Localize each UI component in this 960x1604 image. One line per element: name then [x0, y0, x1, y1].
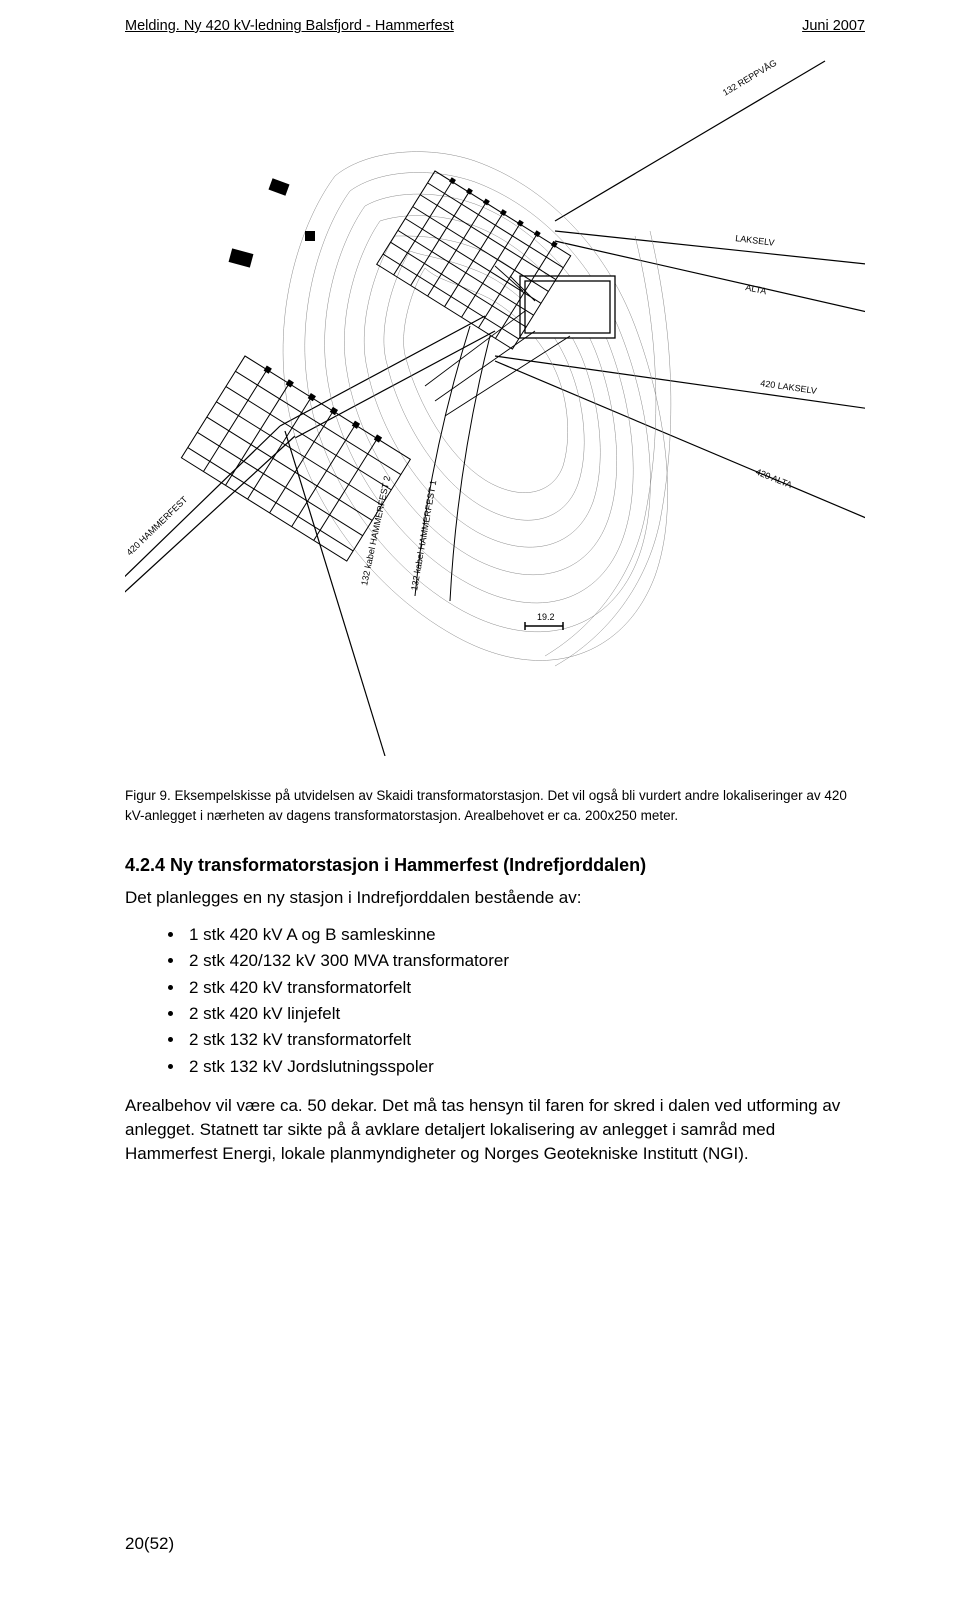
scale-label: 19.2	[537, 612, 555, 622]
list-item: 2 stk 420 kV linjefelt	[185, 1001, 865, 1027]
label-kabel-h1: 132 kabel HAMMERFEST 1	[409, 479, 438, 591]
figure-caption: Figur 9. Eksempelskisse på utvidelsen av…	[125, 786, 865, 825]
section-paragraph: Arealbehov vil være ca. 50 dekar. Det må…	[125, 1094, 865, 1165]
section-intro: Det planlegges en ny stasjon i Indrefjor…	[125, 886, 865, 910]
label-420-hammerfest: 420 HAMMERFEST	[125, 494, 190, 557]
list-item: 1 stk 420 kV A og B samleskinne	[185, 922, 865, 948]
bullet-list: 1 stk 420 kV A og B samleskinne 2 stk 42…	[185, 922, 865, 1080]
document-page: Melding. Ny 420 kV-ledning Balsfjord - H…	[0, 0, 960, 1604]
label-reppvag: 132 REPPVÅG	[721, 58, 778, 98]
label-420-alta: 420 ALTA	[754, 467, 793, 491]
caption-prefix: Figur 9.	[125, 788, 171, 803]
label-alta: ALTA	[745, 282, 768, 296]
header-left: Melding. Ny 420 kV-ledning Balsfjord - H…	[125, 18, 454, 34]
list-item: 2 stk 132 kV transformatorfelt	[185, 1027, 865, 1053]
label-kabel-h2: 132 kabel HAMMERFEST 2	[359, 475, 392, 587]
label-lakselv: LAKSELV	[735, 233, 775, 248]
list-item: 2 stk 132 kV Jordslutningsspoler	[185, 1054, 865, 1080]
section-heading: 4.2.4 Ny transformatorstasjon i Hammerfe…	[125, 855, 865, 876]
list-item: 2 stk 420 kV transformatorfelt	[185, 975, 865, 1001]
running-header: Melding. Ny 420 kV-ledning Balsfjord - H…	[125, 18, 865, 34]
page-number: 20(52)	[125, 1534, 174, 1554]
label-420-lakselv: 420 LAKSELV	[760, 378, 818, 396]
list-item: 2 stk 420/132 kV 300 MVA transformatorer	[185, 948, 865, 974]
header-right: Juni 2007	[802, 18, 865, 34]
caption-text: Eksempelskisse på utvidelsen av Skaidi t…	[125, 788, 847, 823]
figure-9-map: 19.2 132 REPPVÅG LAKSELV ALTA 420 LAKSEL…	[125, 56, 865, 756]
